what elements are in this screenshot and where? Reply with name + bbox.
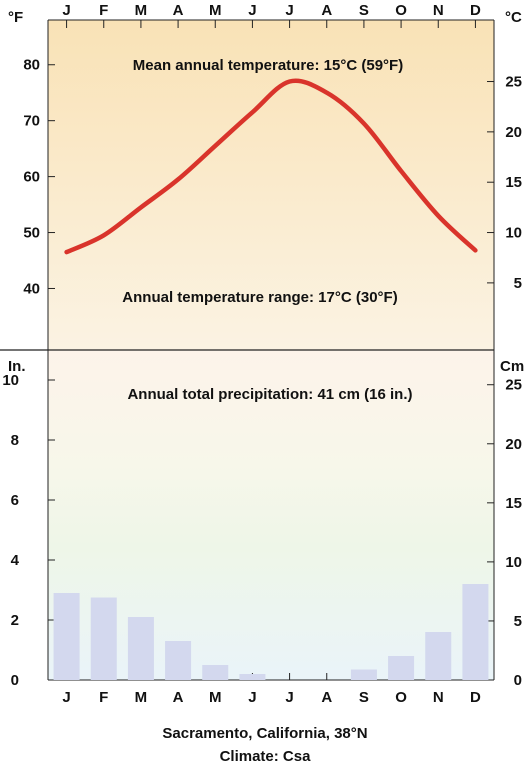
precip-in-tick-label: 0 [11,672,19,689]
bottom-month-label: F [99,689,108,706]
precipitation-bar [90,597,117,680]
temperature-range-annotation: Annual temperature range: 17°C (30°F) [122,289,397,306]
precipitation-bar [425,632,452,680]
precip-unit-right: Cm [500,358,524,375]
temp-c-tick-label: 25 [505,74,522,91]
precip-unit-left: In. [8,358,26,375]
bottom-month-label: A [321,689,332,706]
bottom-month-label: M [209,689,222,706]
precipitation-bar [165,641,192,680]
top-month-label: A [321,2,332,19]
precipitation-bar [127,617,154,680]
temp-f-tick-label: 70 [23,113,40,130]
bottom-month-label: O [395,689,407,706]
precipitation-bar [462,584,489,680]
bottom-month-label: S [359,689,369,706]
temp-c-tick-label: 20 [505,124,522,141]
bottom-month-label: A [173,689,184,706]
top-month-label: M [209,2,222,19]
bottom-month-label: D [470,689,481,706]
temp-c-tick-label: 10 [505,225,522,242]
temp-f-tick-label: 50 [23,225,40,242]
temperature-panel-background [48,20,494,350]
mean-temperature-annotation: Mean annual temperature: 15°C (59°F) [133,57,403,74]
top-month-label: S [359,2,369,19]
temp-f-tick-label: 40 [23,280,40,297]
precip-in-tick-label: 10 [2,372,19,389]
top-month-label: M [135,2,148,19]
total-precipitation-annotation: Annual total precipitation: 41 cm (16 in… [127,386,412,403]
bottom-month-label: J [285,689,293,706]
top-month-label: J [62,2,70,19]
bottom-month-label: N [433,689,444,706]
temperature-line [64,78,478,255]
temp-unit-left: °F [8,9,23,26]
precip-in-tick-label: 6 [11,492,19,509]
caption-climate: Climate: Csa [220,748,312,765]
top-month-label: N [433,2,444,19]
precip-cm-tick-label: 5 [514,613,522,630]
temp-f-tick-label: 60 [23,169,40,186]
temp-unit-right: °C [505,9,522,26]
precipitation-bar [202,665,229,680]
top-month-label: J [248,2,256,19]
precipitation-bar [239,674,266,680]
bottom-month-label: M [135,689,148,706]
precipitation-panel-background [48,350,494,680]
top-month-label: A [173,2,184,19]
precip-in-tick-label: 2 [11,612,19,629]
temp-f-tick-label: 80 [23,57,40,74]
bottom-month-label: J [62,689,70,706]
temp-c-tick-label: 5 [514,275,522,292]
precipitation-bar [53,593,80,680]
precip-cm-tick-label: 25 [505,377,522,394]
bottom-month-label: J [248,689,256,706]
top-month-label: D [470,2,481,19]
top-month-label: J [285,2,293,19]
temp-c-tick-label: 15 [505,174,522,191]
caption-location: Sacramento, California, 38°N [162,725,367,742]
precip-in-tick-label: 8 [11,432,19,449]
precipitation-bar [388,656,415,680]
top-month-label: F [99,2,108,19]
precip-cm-tick-label: 20 [505,436,522,453]
precipitation-bar [350,669,377,680]
precip-cm-tick-label: 10 [505,554,522,571]
top-month-label: O [395,2,407,19]
precip-in-tick-label: 4 [11,552,20,569]
precip-cm-tick-label: 0 [514,672,522,689]
precip-cm-tick-label: 15 [505,495,522,512]
